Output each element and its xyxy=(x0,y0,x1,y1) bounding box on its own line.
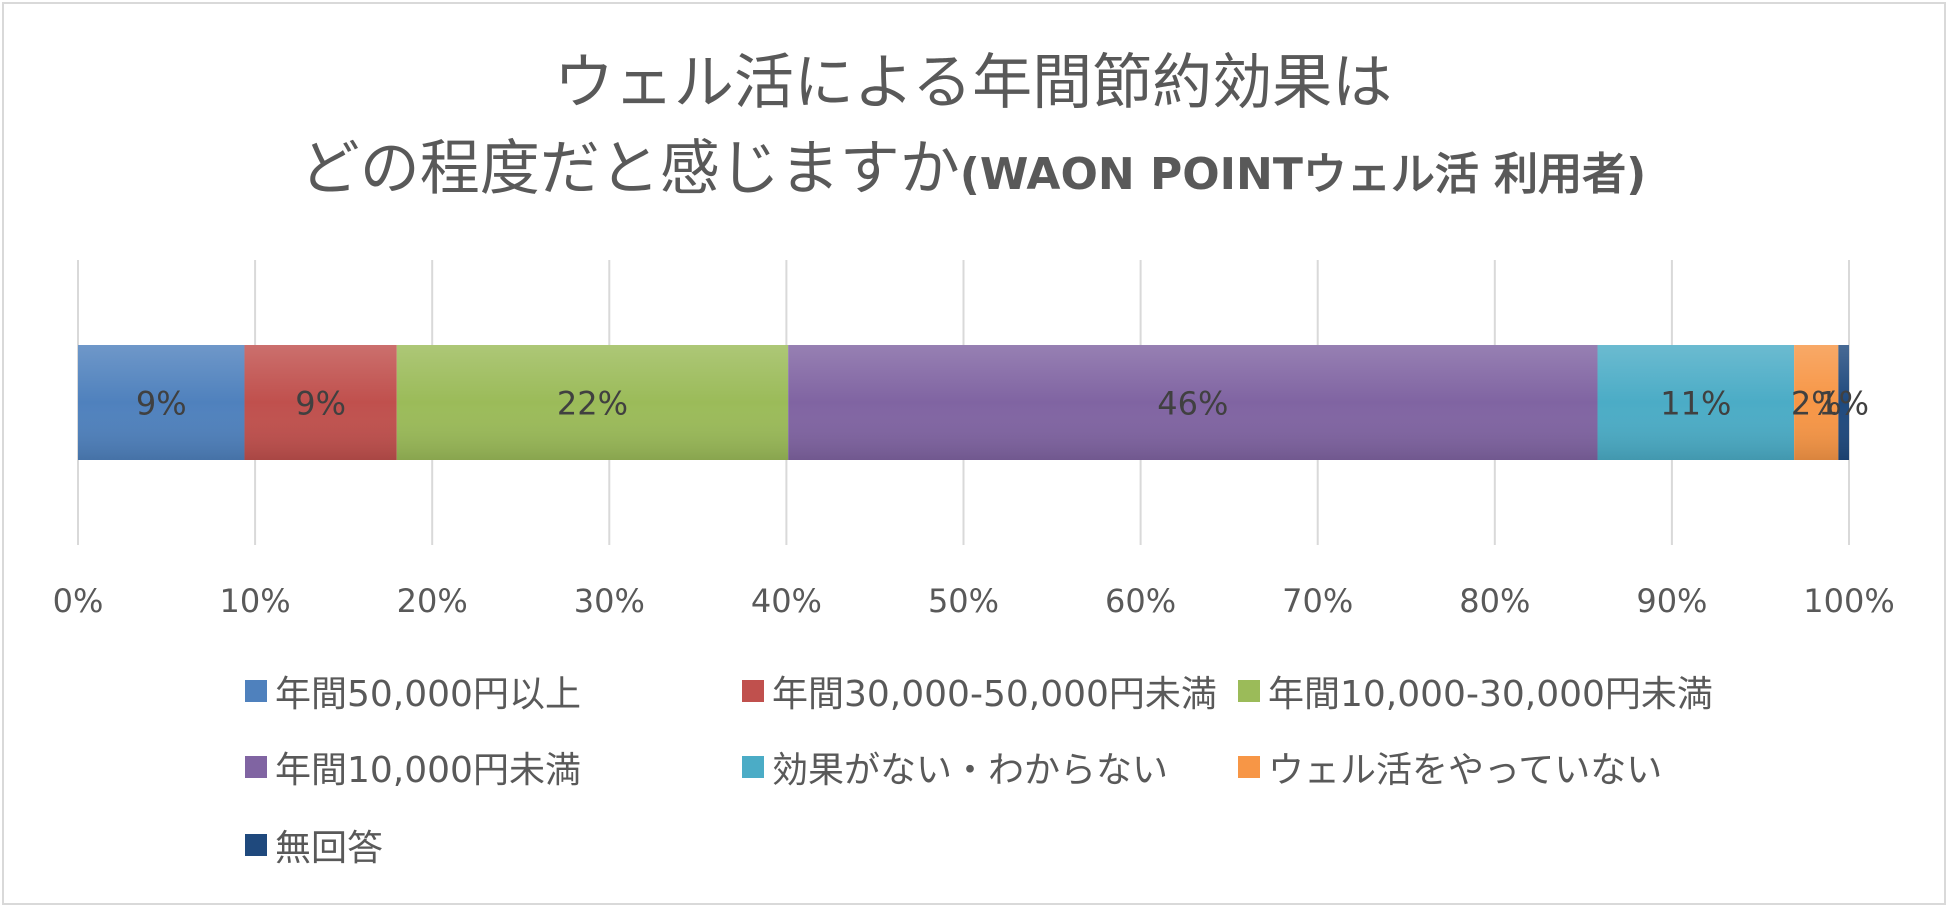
chart-title-suffix: (WAON POINTウェル活 利用者) xyxy=(959,149,1647,200)
x-tick-label: 90% xyxy=(1636,582,1707,620)
data-label: 46% xyxy=(1157,385,1228,423)
x-axis-tick-labels: 0% 10% 20% 30% 40% 50% 60% 70% 80% 90% 100% xyxy=(53,582,1895,620)
x-tick-label: 70% xyxy=(1282,582,1353,620)
bar-segment-shading xyxy=(396,345,789,460)
chart-title: ウェル活による年間節約効果は どの程度だと感じますか(WAON POINTウェル… xyxy=(0,40,1946,218)
bar-segment-shading xyxy=(78,345,245,460)
x-tick-label: 30% xyxy=(574,582,645,620)
x-tick-label: 50% xyxy=(928,582,999,620)
bar-segment-shading xyxy=(1794,345,1839,460)
bar-segment-shading xyxy=(788,345,1598,460)
x-tick-label: 10% xyxy=(220,582,291,620)
data-label: 9% xyxy=(295,385,346,423)
chart-title-line1: ウェル活による年間節約効果は xyxy=(553,48,1393,118)
bar-segment-shading xyxy=(244,345,397,460)
x-tick-label: 60% xyxy=(1105,582,1176,620)
data-label: 2% xyxy=(1791,385,1842,423)
data-label: 1% xyxy=(1818,385,1869,423)
x-tick-label: 0% xyxy=(53,582,104,620)
bar-segment-shading xyxy=(1838,345,1849,460)
x-tick-label: 100% xyxy=(1803,582,1894,620)
chart-title-line2: どの程度だと感じますか(WAON POINTウェル活 利用者) xyxy=(0,126,1946,218)
bar-segment-shading xyxy=(1597,345,1795,460)
data-label: 22% xyxy=(557,385,628,423)
bar-segments xyxy=(78,345,1849,460)
data-label: 9% xyxy=(136,385,187,423)
x-tick-label: 20% xyxy=(397,582,468,620)
chart-title-line2-main: どの程度だと感じますか xyxy=(299,134,960,204)
x-tick-label: 40% xyxy=(751,582,822,620)
data-label: 11% xyxy=(1660,385,1731,423)
x-tick-label: 80% xyxy=(1459,582,1530,620)
data-labels: 9% 9% 22% 46% 11% 2%1% xyxy=(136,385,1869,423)
